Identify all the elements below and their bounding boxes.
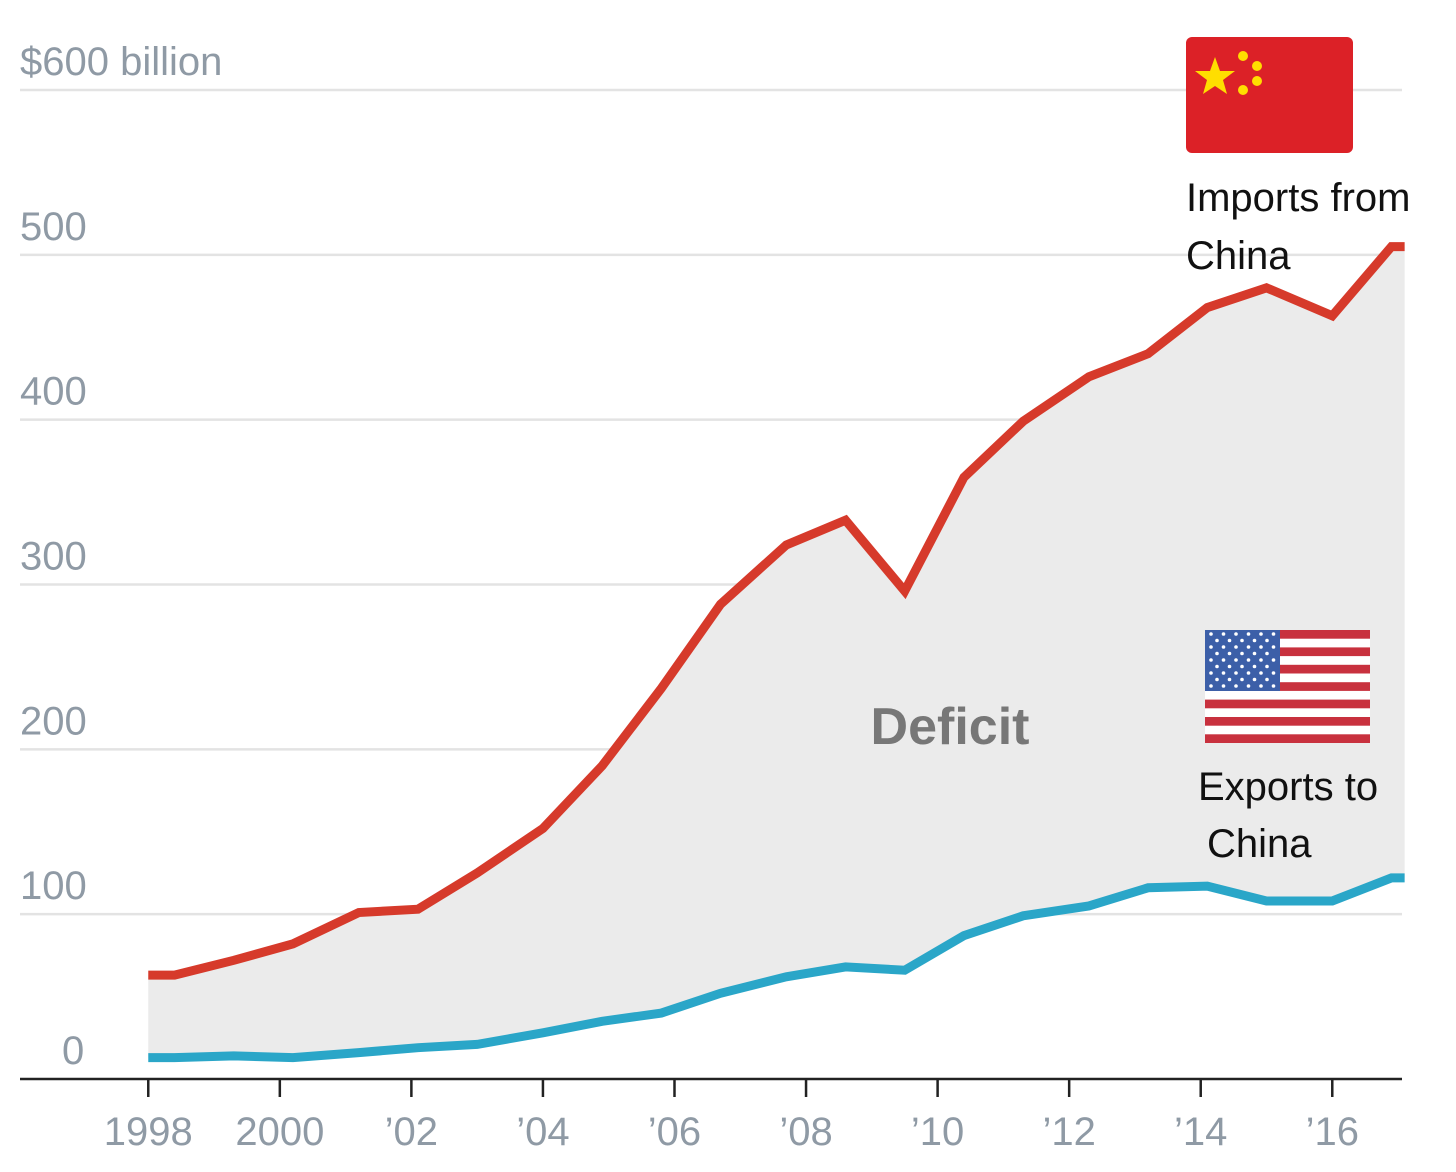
flag-star	[1221, 632, 1226, 636]
flag-star	[1227, 677, 1232, 682]
flag-star	[1227, 638, 1232, 643]
flag-star	[1209, 658, 1213, 662]
flag-star	[1215, 651, 1219, 656]
flag-star	[1259, 632, 1263, 636]
y-tick-label: 500	[20, 205, 87, 249]
x-tick-label: ’14	[1174, 1110, 1227, 1154]
series-label: China	[1186, 234, 1291, 278]
data-line	[148, 242, 1405, 980]
flag-star	[1221, 658, 1226, 662]
flag-star	[1234, 671, 1238, 675]
flag-star	[1265, 664, 1269, 669]
flag-star	[1265, 638, 1269, 643]
flag-star	[1271, 632, 1276, 636]
flag-star	[1215, 664, 1219, 669]
flag-star	[1246, 671, 1251, 675]
flag-star	[1240, 664, 1244, 669]
flag-star	[1259, 671, 1263, 675]
flag-star	[1234, 684, 1238, 688]
x-tick-label: ’10	[911, 1110, 964, 1154]
flag-star	[1234, 632, 1238, 636]
series-label: Imports from	[1186, 176, 1410, 220]
x-tick-label: ’06	[648, 1110, 701, 1154]
flag-star	[1221, 684, 1226, 688]
flag-star	[1265, 651, 1269, 656]
flag-star	[1252, 638, 1257, 643]
flag-star	[1234, 645, 1238, 649]
flag-star	[1271, 658, 1276, 662]
flag-star	[1209, 632, 1213, 636]
x-tick-label: ’08	[779, 1110, 832, 1154]
flag-star	[1209, 671, 1213, 675]
flag-star	[1215, 638, 1219, 643]
flag-star	[1252, 664, 1257, 669]
series-label: China	[1207, 822, 1312, 866]
deficit-area	[148, 246, 1405, 1058]
flag-star	[1259, 684, 1263, 688]
y-tick-label: 200	[20, 699, 87, 743]
y-tick-label: 100	[20, 864, 87, 908]
y-tick-label: $600 billion	[20, 40, 222, 84]
flag-star	[1246, 645, 1251, 649]
flag-star	[1240, 651, 1244, 656]
flag-star	[1221, 645, 1226, 649]
flag-star	[1240, 677, 1244, 682]
deficit-label: Deficit	[871, 698, 1030, 756]
x-tick-label: 2000	[235, 1110, 324, 1154]
flag-star	[1246, 684, 1251, 688]
flag-star	[1246, 632, 1251, 636]
flag-star	[1271, 671, 1276, 675]
flag-star	[1209, 645, 1213, 649]
y-tick-label: 400	[20, 370, 87, 414]
y-tick-label: 0	[62, 1029, 84, 1073]
flag-star	[1209, 684, 1213, 688]
flag-star	[1227, 664, 1232, 669]
flag-star	[1252, 677, 1257, 682]
flag-star	[1234, 658, 1238, 662]
us-flag	[1205, 630, 1370, 743]
flag-star	[1252, 651, 1257, 656]
x-tick-label: ’02	[385, 1110, 438, 1154]
flag-star	[1271, 645, 1276, 649]
x-tick-label: ’16	[1306, 1110, 1359, 1154]
plot-background	[20, 88, 1405, 1058]
flag-star	[1227, 651, 1232, 656]
y-tick-label: 300	[20, 535, 87, 579]
flag-star	[1271, 684, 1276, 688]
china-flag	[1186, 37, 1353, 153]
flag-star	[1259, 658, 1263, 662]
x-tick-label: ’12	[1042, 1110, 1095, 1154]
flag-star	[1246, 658, 1251, 662]
flag-star	[1215, 677, 1219, 682]
series-label: Exports to	[1198, 765, 1378, 809]
flag-star	[1265, 677, 1269, 682]
data-line	[148, 873, 1405, 1063]
flag-star	[1240, 638, 1244, 643]
flag-star	[1221, 671, 1226, 675]
flag-star	[1259, 645, 1263, 649]
x-tick-label: ’04	[516, 1110, 569, 1154]
x-tick-label: 1998	[104, 1110, 193, 1154]
